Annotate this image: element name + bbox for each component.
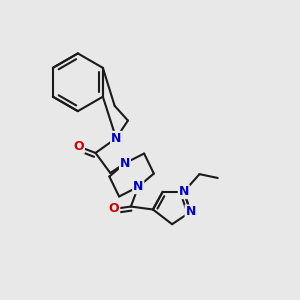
Text: N: N	[185, 205, 196, 218]
Text: N: N	[111, 132, 121, 145]
Text: N: N	[120, 157, 130, 170]
Text: N: N	[133, 180, 143, 193]
Text: O: O	[109, 202, 119, 215]
Text: N: N	[179, 185, 189, 198]
Text: O: O	[74, 140, 84, 153]
